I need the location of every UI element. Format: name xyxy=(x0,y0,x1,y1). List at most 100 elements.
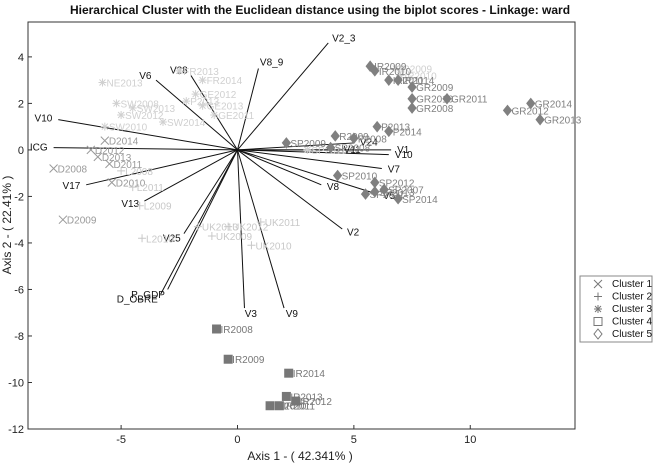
data-point-marker xyxy=(100,136,110,145)
data-point-label: SW2008 xyxy=(120,99,159,110)
data-point-marker xyxy=(396,71,405,80)
data-point-marker xyxy=(384,74,394,86)
y-tick-label: 2 xyxy=(18,98,24,110)
x-tick-label: 0 xyxy=(234,434,240,446)
vector-label: ICG xyxy=(30,143,48,154)
data-point-marker xyxy=(265,401,275,411)
data-point-label: UK2011 xyxy=(265,218,301,229)
data-point-label: GR2008 xyxy=(416,104,454,115)
plot-area xyxy=(27,21,576,430)
vector-label: V2 xyxy=(347,228,360,239)
vector-line xyxy=(183,149,238,234)
data-point-label: D2013 xyxy=(102,153,132,164)
data-point-label: IR2014 xyxy=(293,369,326,380)
data-point-label: FR2014 xyxy=(207,76,243,87)
data-point-marker xyxy=(393,192,403,205)
vector-label: P_GDP xyxy=(131,290,165,301)
vector-line xyxy=(237,149,285,309)
data-point-label: UK2012 xyxy=(232,223,269,234)
vector-line xyxy=(237,68,259,151)
data-point-label: FR2013 xyxy=(183,67,219,78)
data-point-marker xyxy=(159,118,168,127)
data-point-marker xyxy=(98,78,107,87)
axis-ticks: -5 0 5 10 -12 -10 -8 -6 -4 -2 0 2 4 xyxy=(8,52,476,446)
data-point-label: NE2013 xyxy=(106,78,143,89)
data-point-marker xyxy=(372,120,382,133)
vector-line xyxy=(53,147,238,151)
data-point-marker xyxy=(281,137,292,149)
data-point-marker xyxy=(391,64,400,73)
vector-line xyxy=(237,42,329,151)
data-point-marker xyxy=(256,218,265,227)
vector-label: V6 xyxy=(139,71,152,82)
vector-line xyxy=(236,149,245,309)
biplot-vectors: V6V28V8_9V2_3V10ICGV17V13V25D_OBREP_GDPV… xyxy=(30,33,413,320)
data-point-label: GE2011 xyxy=(218,111,254,122)
legend-label: Cluster 1 xyxy=(612,279,652,290)
data-point-label: D2010 xyxy=(116,178,146,189)
data-point-marker xyxy=(393,74,403,86)
data-point-marker xyxy=(193,222,202,231)
data-point-label: SW2014 xyxy=(167,118,206,129)
data-point-marker xyxy=(407,102,417,114)
data-point-marker xyxy=(526,97,536,110)
data-point-label: GR2009 xyxy=(416,83,454,94)
data-point-marker xyxy=(105,159,114,169)
vector-line xyxy=(237,149,378,195)
data-point-marker xyxy=(325,141,336,154)
vector-line xyxy=(155,79,238,151)
vector-label: V17 xyxy=(63,181,81,192)
data-point-marker xyxy=(502,104,513,117)
data-point-label: IR2012 xyxy=(300,397,333,408)
data-point-label: GR2014 xyxy=(535,99,573,110)
data-point-label: SP2009 xyxy=(290,139,326,150)
data-point-marker xyxy=(212,324,222,334)
data-point-marker xyxy=(224,222,233,231)
data-point-marker xyxy=(93,152,103,162)
vector-line xyxy=(160,149,238,295)
data-point-marker xyxy=(49,164,58,173)
data-point-label: SP2011 xyxy=(311,146,346,157)
y-axis-label: Axis 2 - ( 22.41% ) xyxy=(0,176,14,275)
data-point-label: L2011 xyxy=(137,183,165,194)
vector-label: V8_9 xyxy=(260,58,284,69)
data-point-label: SP2013 xyxy=(379,188,415,199)
data-point-marker xyxy=(274,401,284,411)
data-point-label: GR2012 xyxy=(511,106,549,117)
vector-line xyxy=(237,149,322,186)
y-tick-label: -2 xyxy=(14,191,24,203)
vector-line xyxy=(237,149,343,230)
data-point-marker xyxy=(379,183,389,196)
data-point-label: D2011 xyxy=(113,160,142,171)
data-point-marker xyxy=(107,178,117,187)
data-point-label: SP2014 xyxy=(402,195,438,206)
legend-label: Cluster 3 xyxy=(612,304,652,315)
data-point-marker xyxy=(303,145,312,154)
data-point-marker xyxy=(370,65,380,77)
legend-label: Cluster 2 xyxy=(612,292,652,303)
data-point-label: SP2012 xyxy=(379,178,415,189)
data-point-marker xyxy=(128,104,137,113)
data-point-marker xyxy=(247,241,256,250)
data-point-label: IR2010 xyxy=(274,402,307,413)
data-point-label: SP2008 xyxy=(335,144,371,155)
data-point-label: GE2013 xyxy=(207,102,244,113)
data-point-marker xyxy=(330,130,340,142)
data-point-label: D2008 xyxy=(58,165,88,176)
data-point-label: P2013 xyxy=(381,123,410,134)
data-point-label: IR2014 xyxy=(402,76,435,87)
data-point-marker xyxy=(442,92,452,105)
data-point-marker xyxy=(535,113,545,126)
data-point-label: L2009 xyxy=(144,202,172,213)
vector-line xyxy=(237,142,354,151)
vector-line xyxy=(144,149,238,202)
data-point-label: GE2012 xyxy=(200,90,237,101)
data-point-marker xyxy=(223,354,233,364)
data-point-marker xyxy=(135,201,144,210)
data-point-label: SP2011 xyxy=(370,190,405,201)
data-point-label: IR2011 xyxy=(283,402,315,413)
data-point-label: L2010 xyxy=(146,234,174,245)
legend-marker xyxy=(594,305,602,313)
y-tick-label: -10 xyxy=(8,377,24,389)
